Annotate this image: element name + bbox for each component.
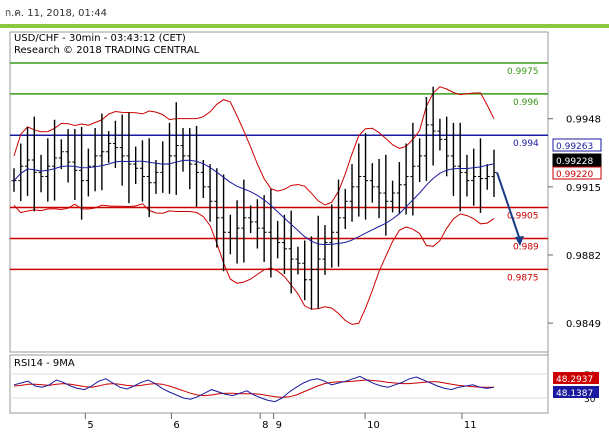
x-tick-label: 10 [367,420,380,431]
level-label: 0.9975 [507,67,539,77]
x-tick-label: 5 [87,420,93,431]
level-label-bg [504,64,546,76]
lower-band [13,203,495,325]
level-label-bg [510,240,546,252]
price-tag-label: 0.99228 [556,157,593,167]
level-label-bg [504,271,546,283]
moving-average [13,159,495,246]
rsi-tag [553,386,599,398]
upper-band [13,86,495,206]
forecast-arrow [496,172,521,241]
x-tick-label: 8 [262,420,268,431]
x-tick-label: 6 [173,420,179,431]
top-bar: ก.ค. 11, 2018, 01:44 [0,0,609,24]
price-tag [552,138,602,152]
x-tick-label: 11 [464,420,477,431]
rsi-level-label: 30 [584,395,596,405]
price-tag-label: 0.99263 [556,142,593,152]
y-tick-label: 0.9915 [566,183,601,194]
level-label-bg [510,137,546,149]
symbol-label: USD/CHF - 30min - 03:43:12 (CET) [14,33,186,44]
rsi-ma-tag [553,372,599,384]
price-tag [552,153,602,167]
x-tick-label: 9 [276,420,282,431]
level-label: 0.996 [513,98,539,108]
rsi-ma-line [13,379,494,398]
y-tick-label: 0.9948 [566,115,601,126]
level-label-bg [504,209,546,221]
level-label: 0.994 [513,139,539,149]
rsi-title: RSI14 - 9MA [14,358,75,369]
y-tick-label: 0.9849 [566,319,601,330]
rsi-panel [9,354,549,414]
rsi-line [13,375,495,403]
rsi-tag-label: 48.1387 [556,389,593,399]
accent-band [0,24,609,28]
forecast-arrowhead [515,236,524,246]
level-label-bg [510,95,546,107]
credit-label: Research © 2018 TRADING CENTRAL [14,45,200,56]
timestamp: ก.ค. 11, 2018, 01:44 [5,8,107,19]
price-tag [552,166,602,180]
level-label: 0.989 [513,242,539,252]
y-tick-label: 0.9882 [566,251,601,262]
level-label: 0.9905 [507,211,539,221]
price-tag-label: 0.99220 [556,170,593,180]
rsi-ma-tag-label: 48.2937 [556,375,593,385]
level-label: 0.9875 [507,273,539,283]
